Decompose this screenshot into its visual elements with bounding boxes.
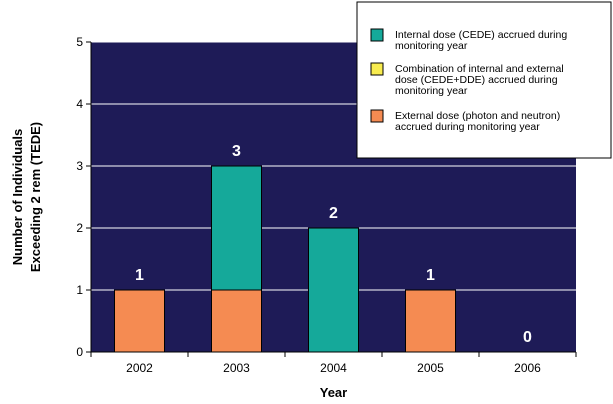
bar-internal-2004 [308, 227, 359, 353]
bars [114, 165, 456, 353]
legend-swatch-internal [370, 28, 384, 42]
data-labels: 1 3 2 1 0 [135, 143, 532, 346]
bar-external-2003 [211, 289, 262, 353]
y-tick-label: 3 [76, 159, 83, 173]
legend-label-combined: dose (CEDE+DDE) accrued during [395, 74, 558, 86]
axes: 0 1 2 3 4 5 2002 2003 2004 2005 2006 [76, 35, 577, 375]
legend-box [356, 1, 612, 159]
y-axis-title: Number of Individuals Exceeding 2 rem (T… [10, 122, 43, 272]
legend-label-internal: monitoring year [395, 40, 468, 52]
x-tick-label: 2004 [320, 361, 347, 375]
x-tick-label: 2003 [223, 361, 250, 375]
y-tick-label: 1 [76, 283, 83, 297]
legend-label-external: External dose (photon and neutron) [395, 110, 560, 122]
x-tick-label: 2006 [514, 361, 541, 375]
legend: Internal dose (CEDE) accrued duringmonit… [356, 1, 612, 159]
bar-total-label: 3 [232, 143, 241, 160]
x-tick-label: 2002 [126, 361, 153, 375]
bar-external-2002 [114, 289, 165, 353]
bar-internal-2003 [211, 165, 262, 291]
y-axis-title-line-2: Exceeding 2 rem (TEDE) [28, 122, 43, 272]
bar-total-label: 1 [426, 267, 435, 284]
y-axis-title-line-1: Number of Individuals [10, 129, 25, 266]
legend-label-external: accrued during monitoring year [395, 121, 540, 133]
legend-swatch-external [370, 109, 384, 123]
bar-total-label: 2 [329, 205, 338, 222]
legend-label-internal: Internal dose (CEDE) accrued during [395, 29, 567, 41]
x-axis-title: Year [320, 385, 347, 400]
y-tick-label: 2 [76, 221, 83, 235]
legend-swatch-combined [370, 62, 384, 76]
legend-label-combined: Combination of internal and external [395, 63, 564, 75]
bar-total-label: 0 [523, 329, 532, 346]
y-tick-label: 5 [76, 35, 83, 49]
bar-total-label: 1 [135, 267, 144, 284]
y-tick-label: 0 [76, 345, 83, 359]
legend-label-combined: monitoring year [395, 85, 468, 97]
x-tick-label: 2005 [417, 361, 444, 375]
y-tick-label: 4 [76, 97, 83, 111]
bar-external-2005 [405, 289, 456, 353]
